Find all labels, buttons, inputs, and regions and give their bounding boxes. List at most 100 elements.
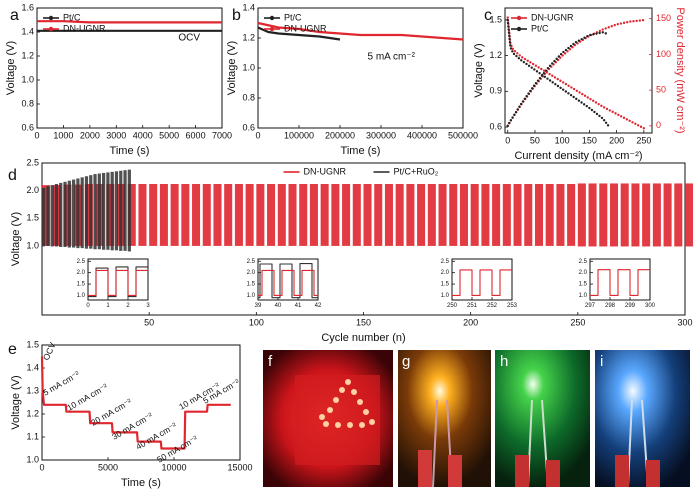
y-tick-label: 1.5 — [489, 14, 502, 24]
y-tick-label: 2.0 — [247, 270, 256, 276]
y-tick-label: 2.5 — [77, 259, 86, 265]
legend-label: DN-UGNR — [304, 166, 347, 176]
cycle-bar — [417, 184, 426, 246]
series-line — [40, 356, 231, 450]
y-tick-label: 1.0 — [26, 454, 39, 464]
panel-letter: a — [10, 7, 19, 24]
cycle-bar — [106, 172, 110, 250]
cycle-bar — [567, 184, 576, 246]
series-line — [506, 16, 646, 130]
cycle-bar — [110, 171, 114, 251]
x-tick-label: 150 — [356, 317, 371, 327]
x-tick-label: 251 — [467, 303, 478, 309]
cycle-bar — [149, 184, 158, 246]
cycle-bar — [202, 184, 211, 246]
y-tick-label: 1.0 — [441, 293, 450, 299]
y-tick-label: 2.0 — [579, 270, 588, 276]
x-tick-label: 40 — [275, 303, 282, 309]
cycle-bar — [234, 184, 243, 246]
y-tick-label: 2.0 — [441, 270, 450, 276]
cycle-bar — [277, 184, 286, 246]
x-tick-label: 200 — [463, 317, 478, 327]
legend-label: DN-UGNR — [531, 12, 574, 22]
series-line — [37, 20, 222, 24]
y-tick-label: 2.5 — [441, 259, 450, 265]
series-line — [257, 26, 341, 41]
cycle-bar — [352, 184, 361, 246]
cycle-bar — [588, 183, 597, 247]
x-tick-label: 1000 — [53, 130, 73, 140]
x-tick-label: 100 — [555, 135, 570, 145]
y-tick-label: 1.1 — [26, 431, 39, 441]
y2-tick-label: 50 — [656, 85, 666, 95]
x-tick-label: 300000 — [366, 130, 396, 140]
x-tick-label: 41 — [295, 303, 302, 309]
x-tick-label: 2 — [126, 303, 130, 309]
cycle-bar — [159, 184, 168, 246]
y-tick-label: 1.2 — [242, 32, 255, 42]
x-axis-label: Cycle number (n) — [321, 332, 405, 344]
cycle-bar — [192, 184, 201, 246]
y-tick-label: 1.5 — [26, 213, 39, 223]
cycle-bar — [556, 184, 565, 246]
y-tick-label: 1.2 — [26, 408, 39, 418]
series-line — [590, 269, 650, 296]
x-tick-label: 0 — [39, 462, 44, 472]
annotation: OCV — [178, 33, 200, 44]
cycle-bar — [599, 183, 608, 247]
cycle-bar — [502, 184, 511, 246]
x-tick-label: 0 — [505, 135, 510, 145]
y2-tick-label: 100 — [656, 49, 671, 59]
x-tick-label: 297 — [585, 303, 596, 309]
cycle-bar — [363, 184, 372, 246]
cycle-bar — [76, 178, 80, 249]
cycle-bar — [642, 183, 651, 247]
x-tick-label: 5000 — [98, 462, 118, 472]
cycle-bar — [256, 184, 265, 246]
x-tick-label: 5000 — [159, 130, 179, 140]
series-line — [88, 266, 148, 298]
x-axis-label: Time (s) — [341, 145, 381, 157]
x-tick-label: 100 — [249, 317, 264, 327]
x-tick-label: 42 — [315, 303, 322, 309]
y-tick-label: 1.5 — [441, 282, 450, 288]
x-tick-label: 300 — [645, 303, 656, 309]
step-annotation: 5 mA cm⁻² — [41, 369, 81, 398]
x-axis-label: Time (s) — [121, 477, 161, 489]
legend-label: Pt/C — [63, 12, 81, 22]
photo-letter: f — [268, 353, 273, 370]
cycle-bar — [114, 171, 119, 251]
cycle-bar — [395, 184, 404, 246]
cycle-bar — [674, 183, 683, 247]
cycle-bar — [46, 186, 50, 246]
x-tick-label: 250 — [636, 135, 651, 145]
cycle-bar — [685, 183, 694, 247]
y-tick-label: 0.8 — [21, 98, 34, 108]
series-line — [258, 263, 318, 299]
cycle-bar — [459, 184, 468, 246]
x-tick-label: 6000 — [186, 130, 206, 140]
y-tick-label: 1.0 — [579, 293, 588, 299]
series-line — [257, 21, 464, 41]
annotation: 5 mA cm⁻² — [367, 52, 415, 63]
cycle-bar — [67, 180, 71, 248]
series-line — [506, 18, 646, 128]
cycle-bar — [93, 174, 97, 250]
series-line — [506, 31, 610, 128]
legend-label: Pt/C+RuO₂ — [394, 166, 439, 176]
cycle-bar — [181, 184, 190, 246]
x-tick-label: 0 — [255, 130, 260, 140]
y-tick-label: 0.8 — [242, 92, 255, 102]
x-axis-label: Time (s) — [110, 145, 150, 157]
y-tick-label: 1.2 — [21, 50, 34, 60]
plot-frame — [36, 7, 223, 129]
legend-marker — [269, 26, 275, 32]
cycle-bar — [534, 184, 544, 246]
x-tick-label: 250 — [447, 303, 458, 309]
cycle-bar — [374, 184, 383, 246]
series-line — [452, 269, 512, 296]
cycle-bar — [342, 184, 351, 246]
cycle-bar — [331, 184, 340, 246]
step-annotation: 10 mA cm⁻² — [65, 381, 109, 412]
